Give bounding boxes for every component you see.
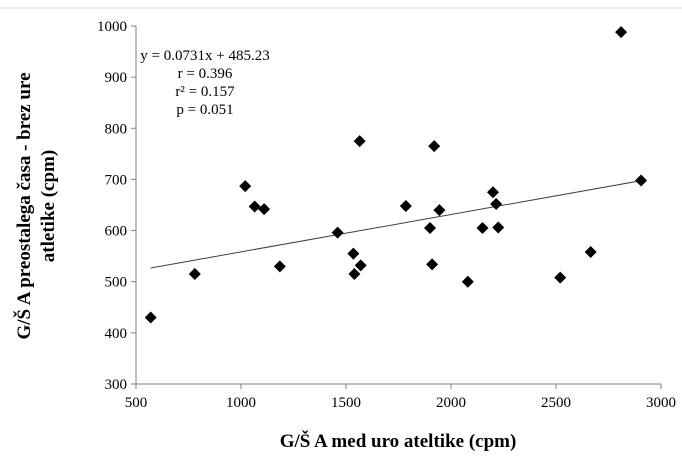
data-point: [348, 268, 361, 281]
annotation-line: p = 0.051: [176, 102, 233, 118]
annotation-line: r = 0.396: [178, 66, 233, 82]
data-point: [248, 200, 261, 213]
tick-labels: 500 1000 1500 2000 2500 3000 300 400 500 600 700 80…: [97, 19, 676, 411]
y-axis-label-line-1: G/Š A preostalega časa - brez ure: [13, 72, 35, 339]
trendline-group: [150, 180, 642, 269]
data-point: [273, 260, 286, 273]
data-point: [239, 180, 252, 193]
x-tick-label: 2500: [541, 395, 571, 411]
data-point: [399, 200, 412, 213]
data-point: [461, 275, 474, 288]
data-point: [354, 259, 367, 272]
y-tick-label: 600: [105, 224, 128, 240]
data-point: [353, 135, 366, 148]
data-points: [144, 26, 648, 324]
data-point: [554, 271, 567, 284]
data-point: [476, 222, 489, 235]
data-point: [188, 268, 201, 281]
data-point: [426, 258, 439, 271]
data-point: [331, 226, 344, 239]
x-tick-label: 1000: [226, 395, 256, 411]
data-point: [433, 204, 446, 217]
data-point: [490, 197, 503, 210]
x-axis-label: G/Š A med uro ateltike (cpm): [280, 430, 517, 452]
y-tick-label: 1000: [97, 19, 127, 35]
x-tick-label: 2000: [436, 395, 466, 411]
data-point: [424, 222, 436, 235]
data-point: [584, 246, 597, 259]
y-tick-label: 700: [105, 172, 128, 188]
x-tick-label: 500: [125, 395, 148, 411]
regression-annotation: y = 0.0731x + 485.23 r = 0.396 r² = 0.157 p…: [140, 48, 269, 118]
x-tick-label: 3000: [646, 395, 676, 411]
annotation-line: r² = 0.157: [175, 84, 235, 100]
y-tick-label: 400: [105, 326, 128, 342]
data-point: [144, 311, 157, 324]
data-point: [487, 186, 499, 199]
y-axis-label-line-2: atletike (cpm): [38, 150, 59, 262]
y-tick-label: 300: [105, 377, 128, 393]
y-tick-label: 800: [105, 121, 128, 137]
data-point: [258, 203, 271, 216]
y-tick-label: 500: [105, 275, 128, 291]
trendline: [150, 180, 642, 269]
data-point: [615, 26, 628, 39]
annotation-line: y = 0.0731x + 485.23: [140, 48, 269, 64]
data-point: [635, 174, 648, 187]
y-tick-label: 900: [105, 70, 128, 86]
x-tick-label: 1500: [331, 395, 361, 411]
axes: [131, 25, 662, 389]
data-point: [347, 247, 360, 260]
data-point: [492, 221, 505, 234]
data-point: [428, 140, 441, 153]
